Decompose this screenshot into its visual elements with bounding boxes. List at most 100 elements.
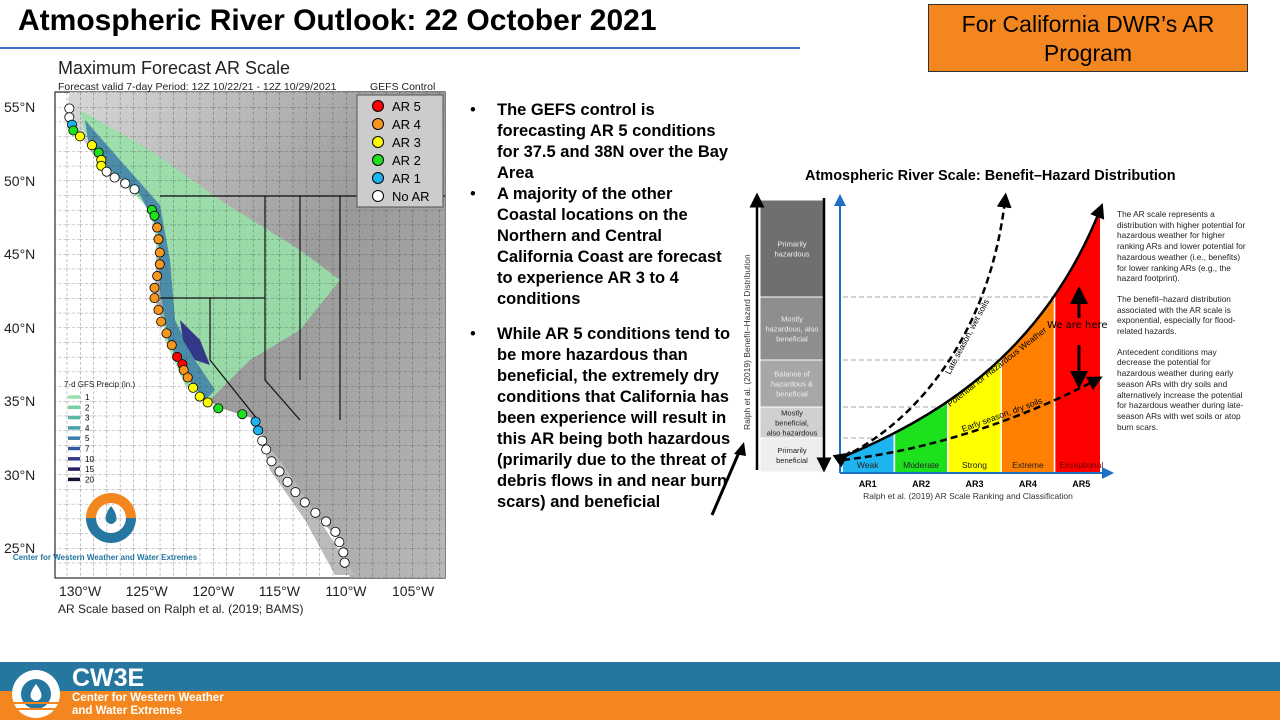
bar-segment-label: Primarily beneficial — [776, 446, 808, 465]
ar-point-marker — [120, 178, 131, 189]
ar-point-marker — [282, 476, 293, 487]
diagram-x-label: Ralph et al. (2019) AR Scale Ranking and… — [863, 491, 1073, 501]
category-label: Strong — [962, 460, 987, 470]
precip-label: 20 — [85, 475, 94, 484]
diagram-title: Atmospheric River Scale: Benefit–Hazard … — [805, 168, 1176, 184]
lat-tick-label: 25°N — [4, 540, 36, 556]
ar-point-marker — [149, 282, 160, 293]
benefit-hazard-diagram: Primarily hazardous Mostly hazardous, also b… — [742, 192, 1114, 501]
ar-point-marker — [213, 403, 224, 414]
ar-point-marker — [149, 210, 160, 221]
lat-tick-label: 45°N — [4, 246, 36, 262]
ar-point-marker — [261, 444, 272, 455]
legend-swatch — [372, 118, 384, 130]
bar-segment-label: Balance of hazardous & beneficial — [771, 370, 813, 399]
ar-point-marker — [338, 547, 349, 558]
category-rank: AR3 — [965, 479, 983, 489]
ar-point-marker — [166, 340, 177, 351]
diagram-notes: The AR scale represents a distribution w… — [1117, 209, 1247, 442]
title-divider — [0, 47, 800, 49]
precip-label: 4 — [85, 424, 90, 433]
ar-point-marker — [339, 557, 350, 568]
legend-swatch — [372, 100, 384, 112]
legend-label: AR 4 — [392, 117, 421, 132]
precip-label: 15 — [85, 465, 94, 474]
diagram-note: The AR scale represents a distribution w… — [1117, 209, 1246, 284]
ar-point-marker — [129, 184, 140, 195]
legend-label: AR 5 — [392, 99, 421, 114]
cw3e-map-logo — [86, 493, 136, 543]
ar-point-marker — [274, 466, 285, 477]
legend-label: AR 2 — [392, 153, 421, 168]
ar-point-marker — [182, 372, 193, 383]
precip-label: 3 — [85, 414, 90, 423]
lat-tick-label: 40°N — [4, 319, 36, 336]
bar-segment-label: Mostly hazardous, also beneficial — [766, 315, 819, 344]
ar-point-marker — [149, 293, 160, 304]
footer-line1: Center for Western Weather — [72, 692, 224, 704]
legend-label: AR 3 — [392, 135, 421, 150]
category-label: Exceptional — [1059, 460, 1103, 470]
footer-org-full: Center for Western Weather and Water Ext… — [72, 692, 224, 718]
ar-point-marker — [188, 382, 199, 393]
diagram-y-label: Ralph et al. (2019) Benefit–Hazard Distr… — [742, 254, 752, 430]
precip-label: 7 — [85, 445, 90, 454]
lon-tick-label: 110°W — [325, 583, 367, 599]
bullet-item: While AR 5 conditions tend to be more ha… — [470, 324, 732, 513]
ar-point-marker — [154, 259, 165, 270]
bullet-item: A majority of the other Coastal location… — [470, 184, 732, 310]
category-rank: AR1 — [859, 479, 877, 489]
we-are-here-label: We are here — [1047, 320, 1108, 331]
footer-line2: and Water Extremes — [72, 705, 183, 717]
bar-segment — [759, 437, 825, 473]
category-rank: AR4 — [1019, 479, 1037, 489]
category-fill — [1053, 210, 1100, 472]
program-badge: For California DWR’s AR Program — [928, 4, 1248, 72]
borders — [160, 195, 445, 421]
ar-point-marker — [310, 507, 321, 518]
ar-point-marker — [250, 416, 261, 427]
legend-swatch — [372, 154, 384, 166]
pointer-arrow — [710, 442, 746, 516]
ar-point-marker — [330, 526, 341, 537]
category-label: Extreme — [1012, 460, 1044, 470]
ar-point-marker — [156, 316, 167, 327]
legend-swatch — [372, 136, 384, 148]
ar-point-marker — [194, 391, 205, 402]
ar-point-marker — [334, 537, 345, 548]
ar-point-marker — [266, 456, 277, 467]
lat-tick-label: 50°N — [4, 172, 36, 189]
ar-point-marker — [161, 328, 172, 339]
map-logo-text: Center for Western Weather and Water Ext… — [13, 553, 198, 562]
footer-band-blue — [0, 662, 1280, 691]
lon-tick-label: 115°W — [258, 583, 300, 599]
ar-point-marker — [299, 497, 310, 508]
ar-point-marker — [109, 172, 120, 183]
ar-point-marker — [64, 103, 75, 114]
ar-point-marker — [86, 140, 97, 151]
legend-label: AR 1 — [392, 171, 421, 186]
ar-point-marker — [101, 166, 112, 177]
bar-segment-label: Mostly beneficial, also hazardous — [767, 409, 818, 438]
ar-point-marker — [153, 304, 164, 315]
lon-tick-label: 120°W — [192, 583, 235, 599]
category-rank: AR5 — [1072, 479, 1090, 489]
ar-point-marker — [290, 487, 301, 498]
category-label: Moderate — [903, 460, 939, 470]
legend-label: No AR — [392, 189, 430, 204]
svg-text:Center for Western Weather and: Center for Western Weather and Water Ext… — [13, 553, 198, 562]
curve-label-late: Late season, wet soils — [943, 297, 991, 376]
bar-segment — [759, 199, 825, 298]
ar-point-marker — [237, 409, 248, 420]
ar-point-marker — [202, 397, 213, 408]
footer-band-orange — [0, 691, 1280, 720]
bar-segment — [759, 359, 825, 408]
ar-point-marker — [253, 425, 264, 436]
map-subtitle: Forecast valid 7-day Period: 12Z 10/22/2… — [58, 81, 337, 93]
category-rank: AR2 — [912, 479, 930, 489]
map-credit: AR Scale based on Ralph et al. (2019; BA… — [58, 602, 304, 616]
precip-label: 2 — [85, 403, 90, 412]
category-fill — [893, 210, 949, 472]
ar-point-marker — [154, 247, 165, 258]
category-label: Weak — [857, 460, 879, 470]
